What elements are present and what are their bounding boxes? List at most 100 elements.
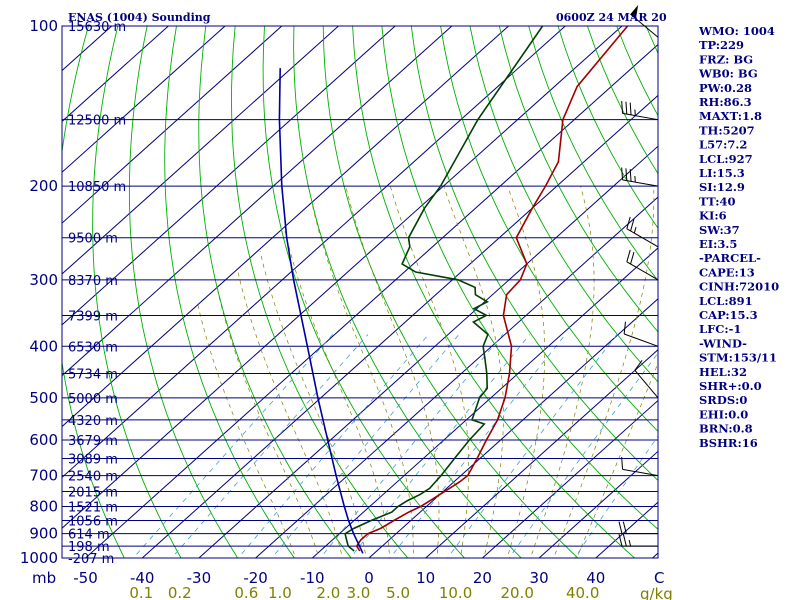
index-entry: TH:5207 — [699, 123, 755, 137]
temperature-tick-label: -50 — [73, 569, 98, 587]
height-label: 2015 m — [68, 486, 118, 501]
isotherm-line — [481, 399, 658, 558]
wind-barb — [621, 456, 659, 477]
dewpoint-profile — [344, 26, 544, 552]
wind-barb — [634, 359, 659, 399]
isotherm-line — [62, 26, 283, 224]
wind-barb — [618, 521, 658, 535]
dry-adiabat — [469, 26, 658, 383]
temperature-tick-label: 10 — [416, 569, 435, 587]
height-label: 5734 m — [68, 368, 118, 383]
moist-adiabat — [284, 228, 391, 558]
isotherm-line — [62, 26, 509, 428]
profile-series — [278, 26, 629, 554]
height-label: 1056 m — [68, 514, 118, 529]
pressure-tick-label: 1000 — [20, 549, 58, 567]
valid-time: 0600Z 24 MAR 20 — [556, 11, 667, 24]
mixing-ratio-line — [574, 435, 658, 558]
index-entry: WMO: 1004 — [698, 24, 775, 38]
temperature-tick-label: -20 — [243, 569, 268, 587]
mixing-ratio-tick-label: 20.0 — [500, 584, 533, 600]
dry-adiabat — [198, 26, 352, 558]
temperature-profile — [355, 26, 629, 552]
height-label: 614 m — [68, 528, 110, 543]
isotherm-line — [538, 450, 658, 558]
isotherm-line — [254, 196, 658, 558]
mixing-ratio-line — [132, 334, 334, 558]
index-entry: TP:229 — [699, 38, 744, 52]
index-entry: L57:7.2 — [699, 138, 747, 152]
moist-adiabat — [345, 186, 440, 558]
height-label: 6530 m — [68, 340, 118, 355]
isotherm-line — [311, 247, 658, 558]
dry-adiabat — [92, 26, 182, 558]
pressure-tick-label: 100 — [29, 17, 58, 35]
wind-barb — [621, 101, 659, 121]
dry-adiabat — [498, 26, 658, 333]
height-label: 10850 m — [68, 180, 126, 195]
height-label: -207 m — [68, 552, 114, 567]
axis-labels: 15630 m 12500 m 10850 m 9500 m 8370 m 7399 m 6… — [20, 17, 606, 600]
index-entry: SW:37 — [699, 223, 740, 237]
mixing-ratio-tick-label: 40.0 — [566, 584, 599, 600]
pressure-tick-label: 300 — [29, 271, 58, 289]
mixing-ratio-tick-label: 0.1 — [129, 584, 153, 600]
wind-barb — [621, 167, 659, 187]
moist-adiabat — [217, 291, 320, 558]
dry-adiabat — [62, 26, 125, 558]
index-entry: MAXT:1.8 — [699, 109, 762, 123]
isotherm-line — [62, 26, 566, 479]
height-label: 3089 m — [68, 452, 118, 467]
height-label: 15630 m — [68, 20, 126, 35]
index-entry: HEL:32 — [699, 365, 747, 379]
dry-adiabat — [128, 26, 239, 558]
plot-frame — [61, 25, 659, 559]
dry-adiabat — [352, 26, 636, 558]
mixing-ratio-line — [271, 334, 460, 558]
pressure-tick-label: 400 — [29, 337, 58, 355]
dry-adiabat — [440, 26, 658, 432]
wind-barb — [623, 321, 659, 347]
moist-adiabat — [197, 305, 297, 558]
temperature-tick-label: 30 — [530, 569, 549, 587]
chart-title: ENAS (1004) Sounding — [68, 11, 211, 24]
index-entry: LFC:-1 — [699, 322, 741, 336]
index-entry: EI:3.5 — [699, 237, 737, 251]
diagram-background-lines — [62, 26, 658, 558]
index-entry: RH:86.3 — [699, 95, 752, 109]
mixing-ratio-line — [447, 334, 618, 558]
moist-adiabat — [576, 362, 658, 558]
mixing-ratio-line — [389, 334, 566, 558]
dry-adiabat — [528, 26, 658, 282]
temperature-tick-label: 40 — [586, 569, 605, 587]
wind-barbs — [618, 4, 659, 547]
mixing-ratio-tick-label: 0.6 — [234, 584, 258, 600]
dry-adiabat — [164, 26, 295, 558]
moist-adiabat — [259, 251, 367, 558]
index-entry: SRDS:0 — [699, 393, 747, 407]
height-label: 5000 m — [68, 392, 118, 407]
pressure-tick-label: 200 — [29, 177, 58, 195]
dry-adiabat — [231, 26, 409, 558]
isotherm-line — [62, 26, 623, 529]
mixing-ratio-tick-label: 0.2 — [168, 584, 192, 600]
isotherm-line — [62, 26, 226, 173]
index-entry: CAP:15.3 — [699, 308, 758, 322]
mixing-ratio-tick-label: 2.0 — [316, 584, 340, 600]
dry-adiabat — [410, 26, 658, 482]
mixing-ratio-unit: g/kg — [640, 585, 673, 600]
temperature-tick-label: -10 — [300, 569, 325, 587]
index-entry: TT:40 — [699, 194, 736, 208]
wind-barb — [626, 249, 659, 281]
wind-barb — [626, 216, 659, 248]
index-entry: SI:12.9 — [699, 180, 745, 194]
pressure-tick-label: 900 — [29, 525, 58, 543]
isotherm-line — [62, 26, 339, 275]
x-axis-unit: C — [654, 569, 664, 587]
index-entry: FRZ: BG — [699, 52, 753, 66]
moist-adiabat — [506, 185, 546, 558]
index-entry: LI:15.3 — [699, 166, 745, 180]
mixing-ratio-line — [319, 334, 504, 558]
index-entry: KI:6 — [699, 209, 727, 223]
